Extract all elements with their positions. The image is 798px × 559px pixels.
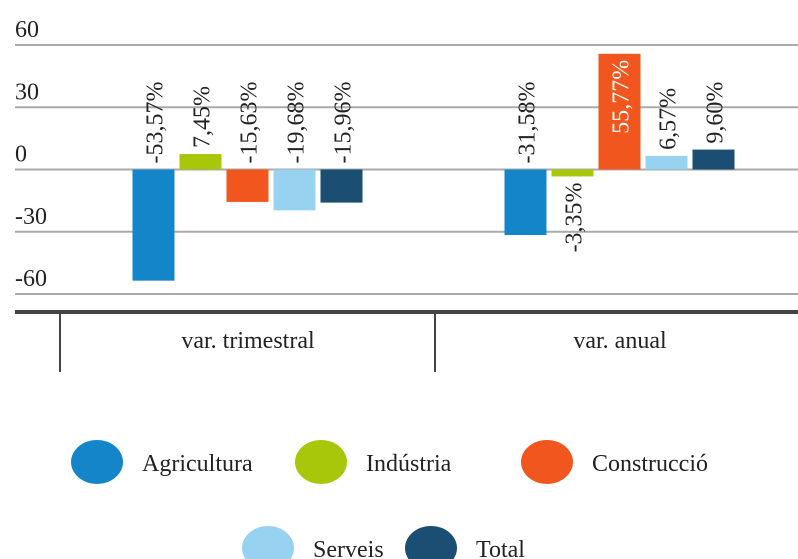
bar (132, 169, 175, 281)
legend-label: Construcció (592, 451, 708, 477)
data-label: -15,63% (237, 82, 263, 164)
bar (320, 169, 363, 203)
bar (551, 169, 594, 177)
bar (598, 53, 641, 170)
data-label: -19,68% (284, 82, 310, 164)
legend-label: Agricultura (142, 451, 253, 477)
legend-marker (295, 440, 347, 484)
y-tick-label: -60 (15, 266, 47, 292)
y-tick-label: -30 (15, 204, 47, 230)
legend-label: Serveis (313, 537, 384, 559)
x-tick-label: var. anual (573, 328, 667, 354)
data-label: 7,45% (190, 86, 216, 148)
data-label: -3,35% (562, 182, 588, 252)
legend-label: Indústria (366, 451, 452, 477)
bar (504, 169, 547, 236)
data-label: 9,60% (703, 82, 729, 144)
legend-label: Total (476, 537, 525, 559)
y-tick-label: 60 (15, 17, 39, 43)
y-tick-label: 0 (15, 142, 27, 168)
bar (273, 169, 316, 211)
data-label: -53,57% (143, 82, 169, 164)
legend-marker (521, 440, 573, 484)
data-label: 55,77% (609, 60, 635, 134)
data-label: -15,96% (331, 82, 357, 164)
bar (645, 155, 688, 170)
legend-marker (405, 526, 457, 559)
data-label: 6,57% (656, 88, 682, 150)
y-tick-label: 30 (15, 79, 39, 105)
bar (179, 154, 222, 170)
legend-marker (242, 526, 294, 559)
x-tick-label: var. trimestral (181, 328, 315, 354)
data-label: -31,58% (515, 82, 541, 164)
legend-marker (71, 440, 123, 484)
bar (692, 149, 735, 170)
bar (226, 169, 269, 202)
